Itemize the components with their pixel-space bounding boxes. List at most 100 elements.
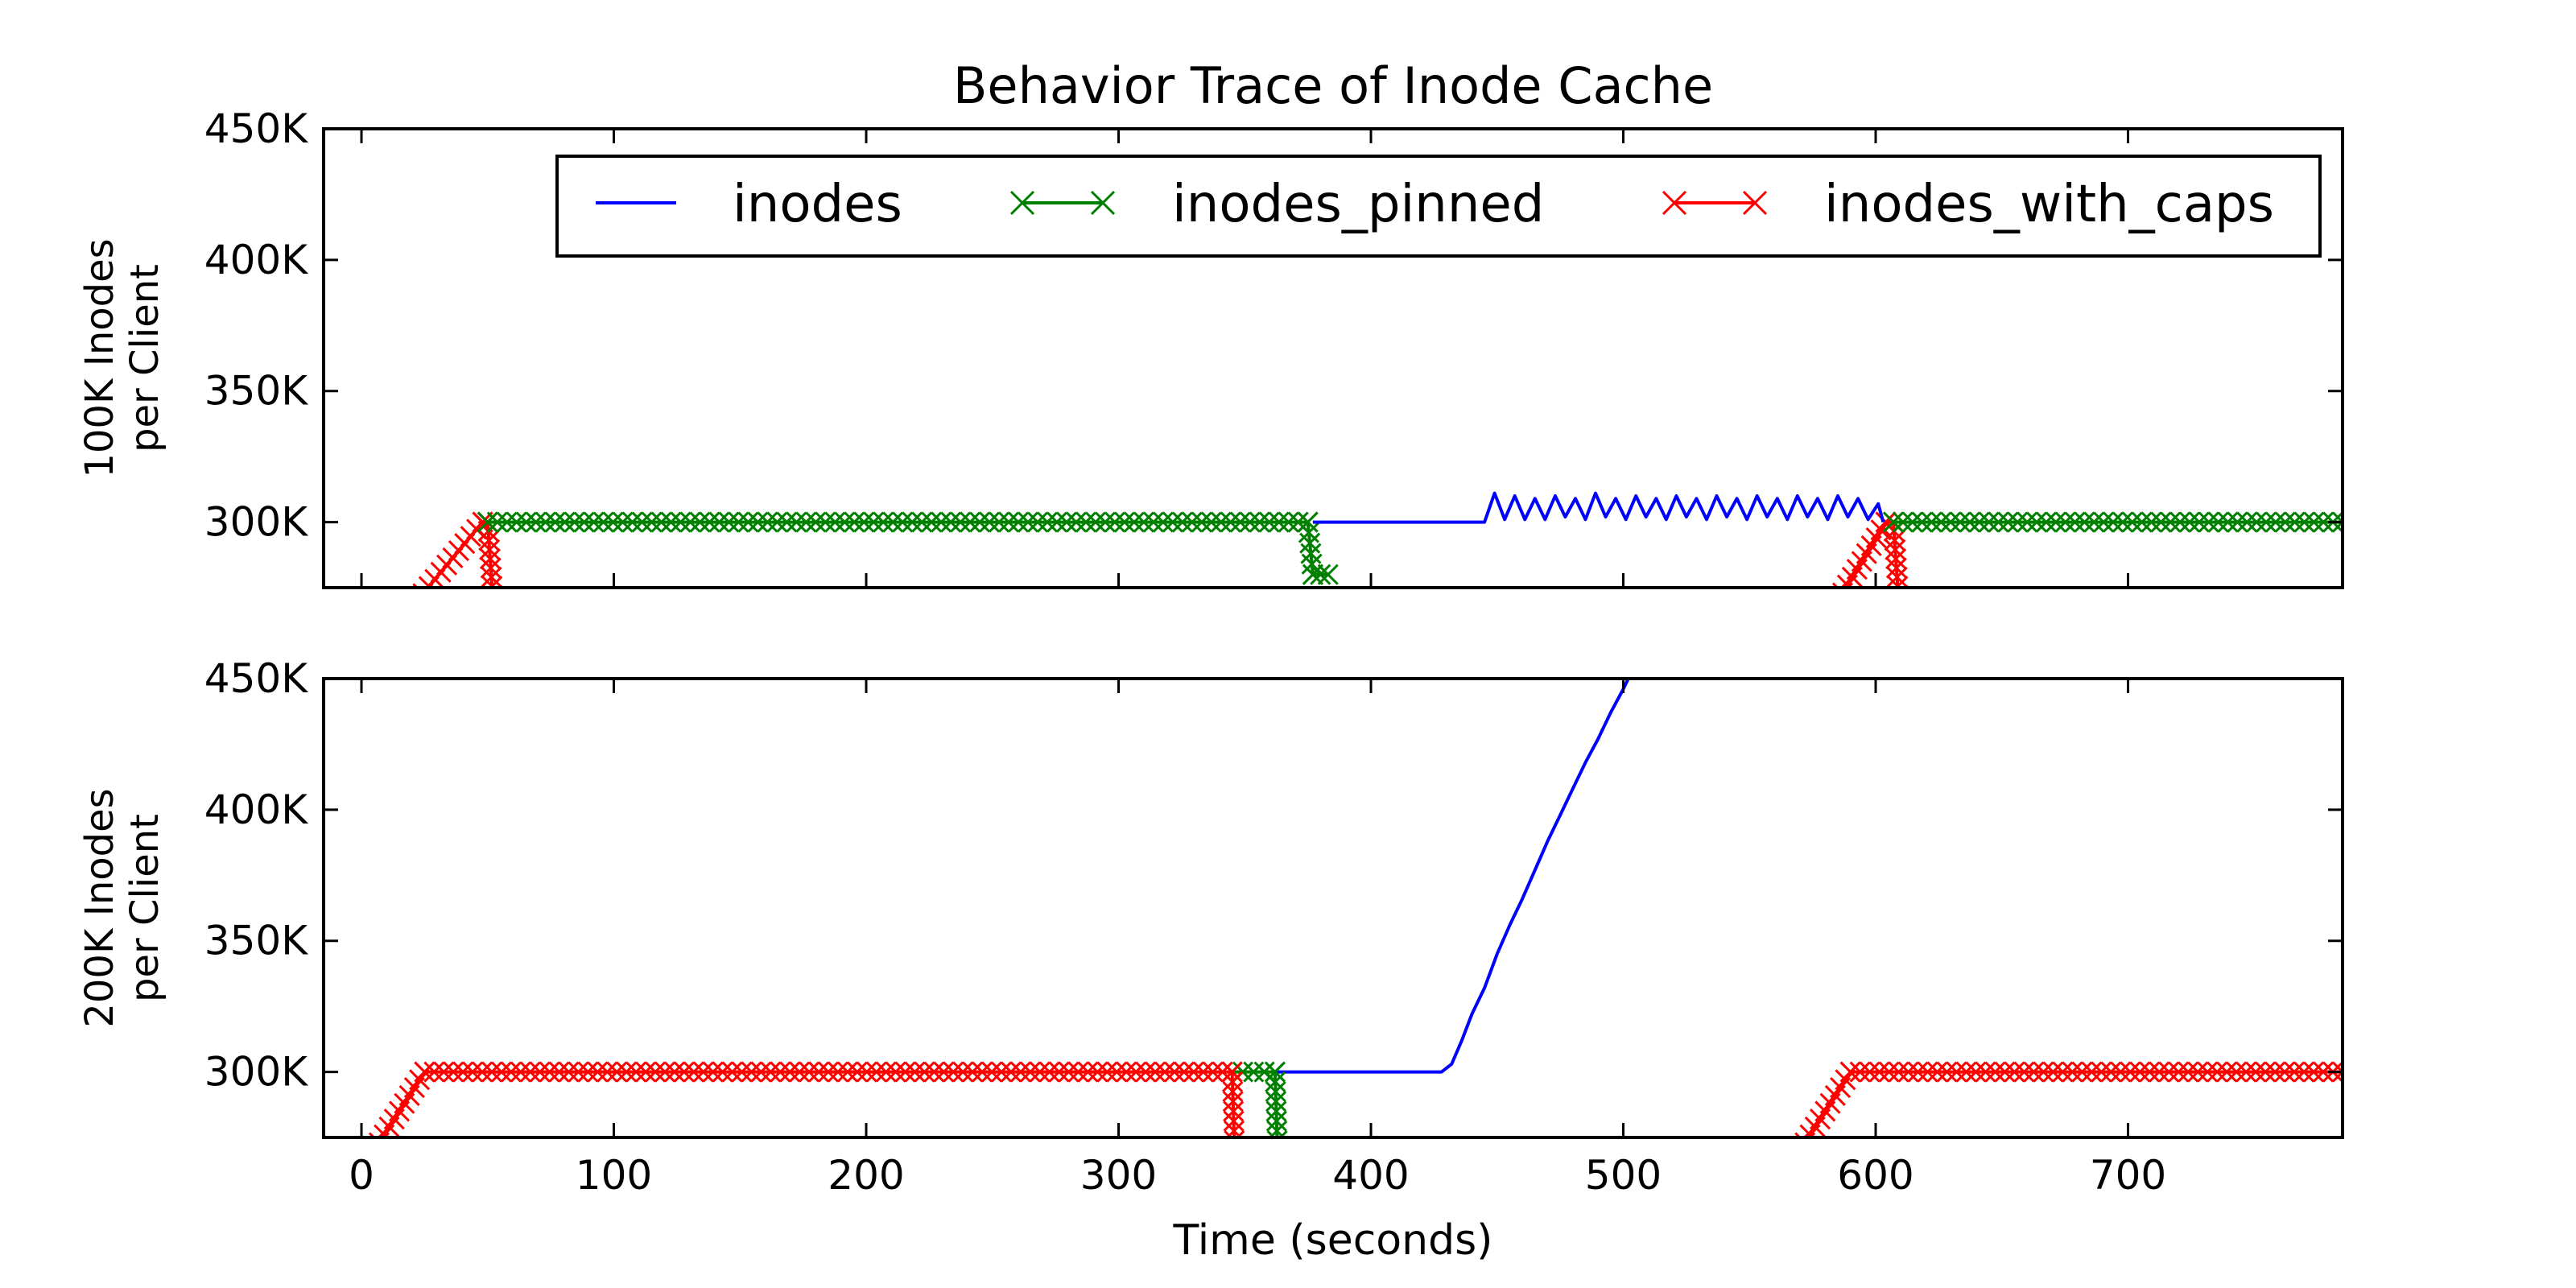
- series-marker-inodes_with_caps: [2023, 1061, 2045, 1083]
- series-marker-inodes_with_caps: [1087, 1061, 1108, 1083]
- series-marker-inodes_with_caps: [2207, 1061, 2228, 1083]
- series-marker-inodes_with_caps: [972, 1061, 993, 1083]
- series-marker-inodes_with_caps: [616, 1061, 638, 1083]
- series-marker-inodes_pinned: [2236, 511, 2258, 533]
- series-marker-inodes_with_caps: [1888, 1061, 1909, 1083]
- series-marker-inodes_with_caps: [2226, 1061, 2248, 1083]
- x-tick-label: 300: [1080, 1152, 1157, 1199]
- series-marker-inodes_pinned: [2045, 511, 2066, 533]
- series-marker-inodes_with_caps: [1224, 1130, 1245, 1137]
- legend-marker-inodes_pinned: [1090, 190, 1116, 216]
- series-marker-inodes_with_caps: [1000, 1061, 1022, 1083]
- series-marker-inodes_with_caps: [875, 1061, 897, 1083]
- series-marker-inodes_with_caps: [548, 1061, 570, 1083]
- series-marker-inodes_pinned: [515, 511, 537, 533]
- series-marker-inodes_pinned: [1065, 511, 1088, 533]
- series-marker-inodes_with_caps: [1885, 548, 1907, 570]
- series-marker-inodes_pinned: [1265, 1100, 1287, 1122]
- series-marker-inodes_with_caps: [770, 1061, 791, 1083]
- series-marker-inodes_with_caps: [1173, 1061, 1195, 1083]
- series-marker-inodes_with_caps: [1917, 1061, 1938, 1083]
- series-marker-inodes_pinned: [1968, 511, 1990, 533]
- series-marker-inodes_with_caps: [2139, 1061, 2161, 1083]
- series-marker-inodes_with_caps: [1223, 1100, 1245, 1122]
- series-marker-inodes_with_caps: [479, 548, 501, 570]
- series-marker-inodes_pinned: [1084, 511, 1107, 533]
- series-marker-inodes_with_caps: [539, 1061, 560, 1083]
- series-marker-inodes_with_caps: [943, 1061, 964, 1083]
- legend-marker-inodes_pinned: [1009, 190, 1035, 216]
- y-tick-label: 450K: [204, 105, 308, 152]
- series-marker-inodes_pinned: [650, 511, 672, 533]
- series-marker-inodes_with_caps: [606, 1061, 628, 1083]
- series-marker-inodes_with_caps: [1183, 1061, 1204, 1083]
- series-marker-inodes_with_caps: [472, 511, 493, 533]
- series-marker-inodes_pinned: [535, 511, 556, 533]
- series-marker-inodes_pinned: [1268, 1141, 1287, 1160]
- series-marker-inodes_with_caps: [1946, 1061, 1967, 1083]
- legend-label-inodes_with_caps: inodes_with_caps: [1824, 175, 2274, 234]
- series-marker-inodes_pinned: [1017, 511, 1039, 533]
- series-marker-inodes_pinned: [2207, 511, 2229, 533]
- series-marker-inodes_with_caps: [433, 1061, 455, 1083]
- series-marker-inodes_pinned: [737, 511, 759, 533]
- series-marker-inodes_pinned: [2188, 511, 2210, 533]
- series-marker-inodes_with_caps: [2081, 1061, 2103, 1083]
- series-group: [412, 491, 2343, 588]
- x-axis-label: Time (seconds): [1173, 1216, 1493, 1265]
- series-marker-inodes_with_caps: [1106, 1061, 1128, 1083]
- series-marker-inodes_with_caps: [2071, 1061, 2093, 1083]
- series-marker-inodes_with_caps: [2264, 1061, 2286, 1083]
- series-marker-inodes_pinned: [1265, 1080, 1286, 1103]
- series-marker-inodes_pinned: [1268, 511, 1290, 533]
- series-marker-inodes_pinned: [882, 511, 904, 533]
- series-marker-inodes_with_caps: [462, 1061, 484, 1083]
- series-marker-inodes_pinned: [1265, 1071, 1286, 1092]
- series-marker-inodes_pinned: [1229, 511, 1251, 533]
- series-marker-inodes_with_caps: [1885, 557, 1907, 579]
- series-marker-inodes_pinned: [1243, 1061, 1265, 1083]
- series-marker-inodes_with_caps: [2274, 1061, 2296, 1083]
- series-marker-inodes_with_caps: [2158, 1061, 2180, 1083]
- series-marker-inodes_with_caps: [914, 1061, 935, 1083]
- series-marker-inodes_pinned: [2035, 511, 2058, 533]
- series-marker-inodes_with_caps: [577, 1061, 599, 1083]
- series-marker-inodes_with_caps: [478, 530, 500, 551]
- series-marker-inodes_with_caps: [980, 1061, 1003, 1083]
- series-marker-inodes_pinned: [641, 511, 663, 533]
- x-tick-label: 600: [1837, 1152, 1913, 1199]
- series-marker-inodes_with_caps: [2129, 1061, 2151, 1083]
- series-marker-inodes_pinned: [853, 511, 875, 533]
- series-marker-inodes_pinned: [477, 511, 498, 533]
- series-marker-inodes_pinned: [1317, 564, 1339, 585]
- series-marker-inodes_pinned: [544, 511, 566, 533]
- series-marker-inodes_pinned: [2083, 511, 2105, 533]
- series-marker-inodes_with_caps: [836, 1061, 858, 1083]
- y-axis-label: 200K Inodesper Client: [77, 788, 167, 1027]
- panel-bottom: 300K 350K 400K 450K 0 100 200 300 400 500 600 700 20…: [77, 655, 2344, 1199]
- series-marker-inodes_pinned: [2198, 511, 2219, 533]
- series-marker-inodes_with_caps: [721, 1061, 743, 1083]
- series-marker-inodes_pinned: [940, 511, 962, 533]
- legend-marker-inodes_with_caps: [1742, 190, 1768, 216]
- series-marker-inodes_pinned: [1104, 511, 1125, 533]
- series-marker-inodes_with_caps: [2042, 1061, 2064, 1083]
- series-marker-inodes_with_caps: [692, 1061, 714, 1083]
- series-marker-inodes_with_caps: [1144, 1061, 1166, 1083]
- series-marker-inodes_pinned: [1959, 511, 1981, 533]
- series-marker-inodes_pinned: [931, 511, 952, 533]
- series-marker-inodes_pinned: [1181, 511, 1203, 533]
- x-tick-label: 100: [576, 1152, 652, 1199]
- series-marker-inodes_pinned: [2227, 511, 2248, 533]
- panel-top: 300K 350K 400K 450K 100K Inodesper Client: [77, 105, 2344, 589]
- series-marker-inodes_with_caps: [1154, 1061, 1176, 1083]
- series-marker-inodes_pinned: [1266, 1130, 1288, 1137]
- series-marker-inodes_pinned: [564, 511, 585, 533]
- x-tick-label: 700: [2090, 1152, 2166, 1199]
- series-marker-inodes_pinned: [612, 511, 634, 533]
- series-marker-inodes_pinned: [805, 511, 827, 533]
- series-marker-inodes_with_caps: [933, 1061, 955, 1083]
- series-marker-inodes_pinned: [2313, 511, 2334, 533]
- series-marker-inodes_with_caps: [1009, 1061, 1031, 1083]
- series-marker-inodes_with_caps: [1885, 539, 1906, 560]
